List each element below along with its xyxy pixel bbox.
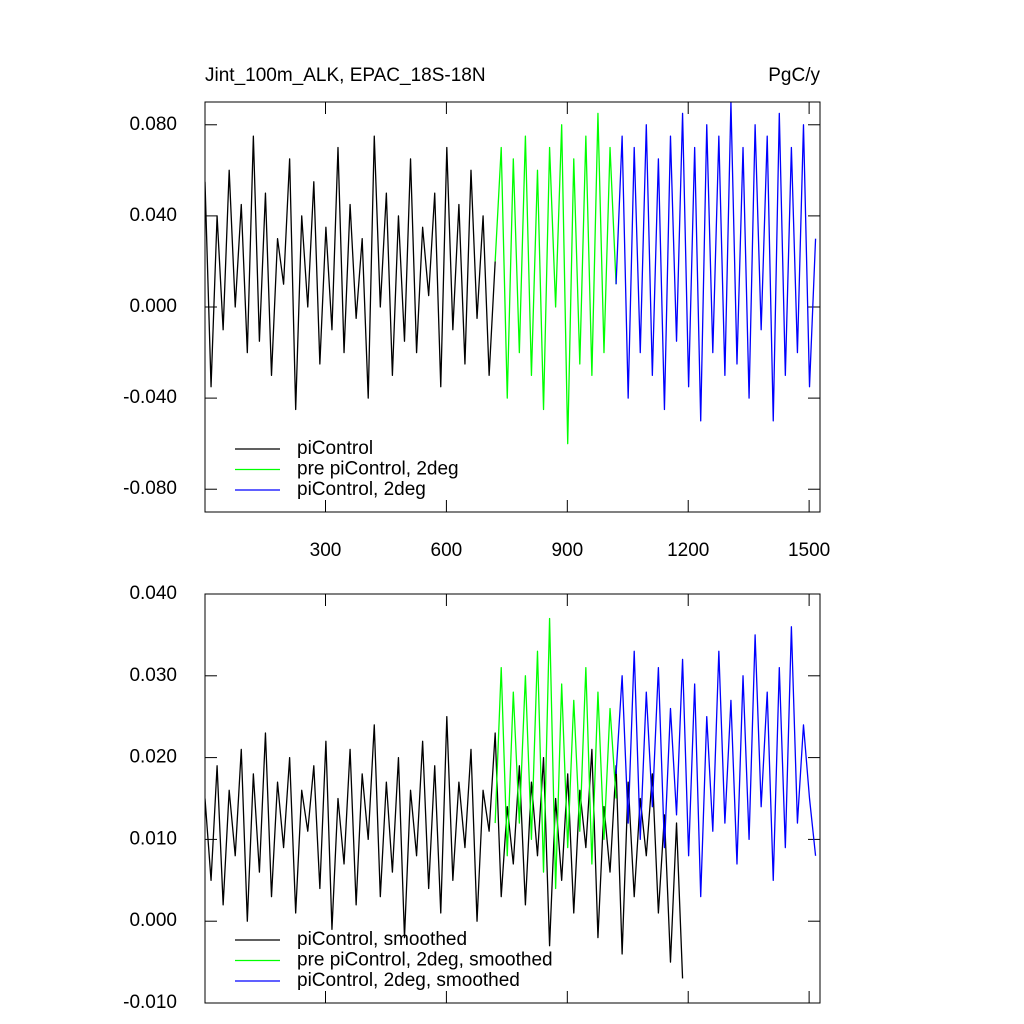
y-tick-label: -0.040 xyxy=(123,387,177,408)
legend-label: piControl, 2deg, smoothed xyxy=(297,970,520,991)
plot-area xyxy=(205,617,817,979)
chart-title: Jint_100m_ALK, EPAC_18S-18N xyxy=(205,65,486,86)
plot-frame xyxy=(204,593,821,1004)
legend-label: pre piControl, 2deg, smoothed xyxy=(297,950,553,971)
x-tick-label: 1500 xyxy=(788,540,830,561)
series-line xyxy=(494,112,617,445)
y-tick-label: 0.000 xyxy=(129,910,177,931)
y-tick-label: 0.000 xyxy=(129,296,177,317)
plot-area xyxy=(205,102,817,445)
legend-label: piControl, smoothed xyxy=(297,929,467,950)
y-tick-label: 0.040 xyxy=(129,205,177,226)
y-tick-label: 0.010 xyxy=(129,828,177,849)
legend-label: piControl, 2deg xyxy=(297,479,426,500)
units-label: PgC/y xyxy=(768,65,820,86)
x-tick-label: 900 xyxy=(551,540,583,561)
x-tick-label: 600 xyxy=(431,540,463,561)
y-tick-label: 0.020 xyxy=(129,747,177,768)
legend-label: pre piControl, 2deg xyxy=(297,459,459,480)
plot-frame xyxy=(204,101,821,513)
y-tick-label: -0.010 xyxy=(123,992,177,1013)
series-line xyxy=(205,135,496,411)
y-tick-label: -0.080 xyxy=(123,478,177,499)
y-tick-label: 0.030 xyxy=(129,665,177,686)
x-tick-label: 1200 xyxy=(667,540,709,561)
y-tick-label: 0.080 xyxy=(129,114,177,135)
series-line xyxy=(615,102,817,422)
y-tick-label: 0.040 xyxy=(129,583,177,604)
legend-label: piControl xyxy=(297,438,373,459)
x-tick-label: 300 xyxy=(310,540,342,561)
series-line xyxy=(494,617,617,890)
series-line xyxy=(615,626,817,898)
